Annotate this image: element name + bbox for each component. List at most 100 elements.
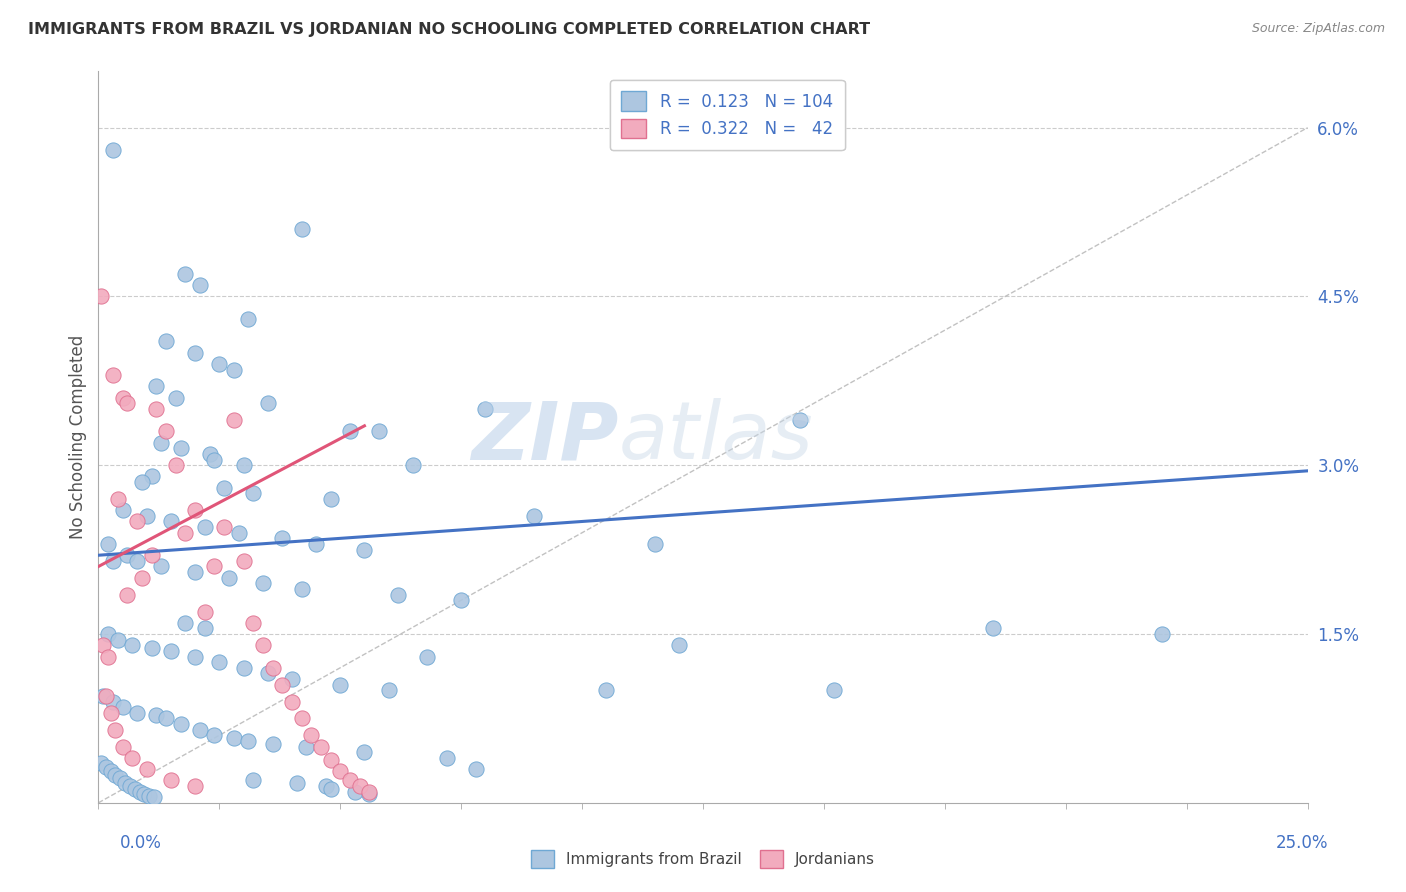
Point (124, 782, 146, 797)
Point (232, 458, 254, 473)
Point (256, 666, 278, 681)
Point (309, 739, 332, 754)
Point (169, 442, 191, 456)
Point (668, 638, 690, 652)
Point (242, 486, 264, 500)
Point (262, 737, 284, 751)
Point (141, 548, 163, 562)
Text: 0.0%: 0.0% (120, 834, 162, 852)
Point (290, 582, 312, 596)
Point (194, 621, 217, 635)
Point (464, 762, 486, 776)
Point (238, 312, 260, 326)
Point (281, 672, 304, 686)
Point (242, 615, 264, 630)
Point (204, 559, 226, 574)
Point (111, 503, 134, 517)
Point (107, 491, 129, 506)
Point (108, 771, 131, 785)
Point (155, 711, 177, 725)
Point (222, 413, 245, 427)
Point (329, 678, 352, 692)
Point (111, 700, 134, 714)
Point (138, 789, 160, 803)
Point (436, 751, 458, 765)
Point (90, 756, 112, 771)
Point (212, 520, 235, 534)
Point (91, 638, 114, 652)
Text: atlas: atlas (619, 398, 813, 476)
Legend: Immigrants from Brazil, Jordanians: Immigrants from Brazil, Jordanians (523, 843, 883, 875)
Point (160, 644, 183, 658)
Point (402, 458, 425, 473)
Point (981, 621, 1004, 635)
Point (416, 649, 439, 664)
Point (90, 289, 112, 303)
Legend: R =  0.123   N = 104, R =  0.322   N =   42: R = 0.123 N = 104, R = 0.322 N = 42 (610, 79, 845, 150)
Point (242, 773, 264, 788)
Point (349, 779, 371, 793)
Text: ZIP: ZIP (471, 398, 619, 476)
Point (315, 779, 337, 793)
Y-axis label: No Schooling Completed: No Schooling Completed (69, 335, 87, 539)
Point (127, 706, 149, 720)
Point (118, 779, 141, 793)
Point (353, 542, 375, 557)
Point (101, 368, 124, 383)
Point (194, 520, 217, 534)
Text: Source: ZipAtlas.com: Source: ZipAtlas.com (1251, 22, 1385, 36)
Point (145, 379, 167, 393)
Point (232, 554, 254, 568)
Point (194, 605, 217, 619)
Point (271, 678, 294, 692)
Point (595, 683, 617, 698)
Point (131, 571, 153, 585)
Point (271, 532, 294, 546)
Point (188, 278, 211, 293)
Point (789, 413, 811, 427)
Point (823, 683, 845, 698)
Point (117, 396, 139, 410)
Text: 25.0%: 25.0% (1277, 834, 1329, 852)
Point (256, 396, 278, 410)
Point (184, 649, 207, 664)
Point (305, 537, 328, 551)
Point (238, 734, 260, 748)
Point (127, 515, 149, 529)
Point (155, 334, 177, 349)
Point (117, 548, 139, 562)
Point (101, 694, 124, 708)
Point (111, 739, 134, 754)
Point (100, 764, 122, 779)
Point (523, 508, 546, 523)
Point (184, 345, 207, 359)
Point (97, 649, 120, 664)
Point (184, 565, 207, 579)
Point (97, 537, 120, 551)
Point (160, 773, 183, 788)
Point (339, 425, 361, 439)
Point (107, 632, 129, 647)
Point (135, 508, 157, 523)
Point (100, 706, 122, 720)
Point (232, 661, 254, 675)
Point (252, 638, 274, 652)
Point (319, 753, 342, 767)
Point (281, 694, 304, 708)
Point (204, 452, 226, 467)
Point (174, 525, 197, 540)
Point (208, 655, 231, 669)
Point (329, 764, 352, 779)
Point (319, 782, 342, 797)
Point (368, 425, 391, 439)
Point (339, 773, 361, 788)
Point (134, 787, 156, 801)
Point (141, 640, 163, 655)
Point (644, 537, 666, 551)
Point (114, 775, 136, 789)
Point (117, 588, 139, 602)
Point (212, 481, 235, 495)
Point (135, 762, 157, 776)
Point (290, 222, 312, 236)
Point (208, 357, 231, 371)
